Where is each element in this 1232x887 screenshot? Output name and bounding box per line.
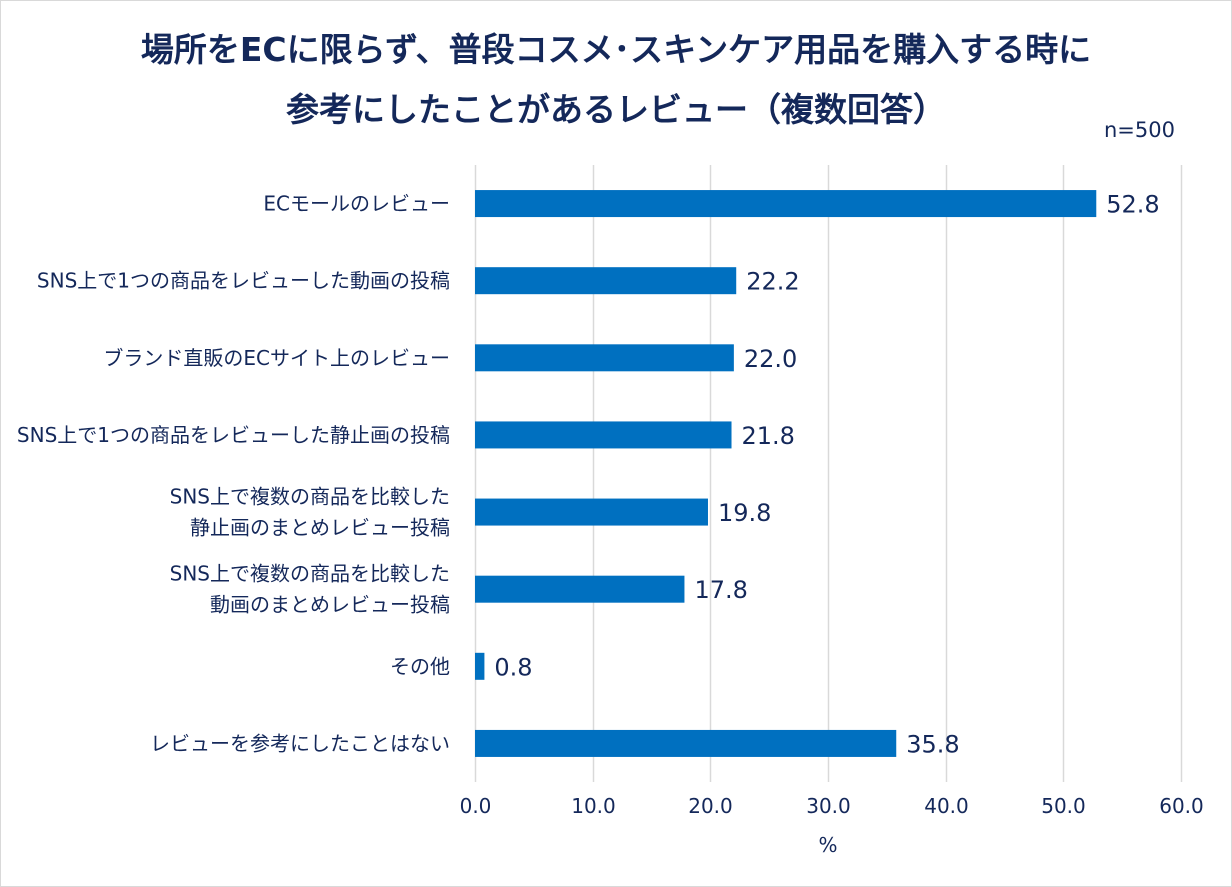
- data-label: 22.2: [746, 268, 799, 296]
- category-label: SNS上で複数の商品を比較した: [170, 485, 450, 509]
- bar-7: [475, 729, 897, 757]
- category-label: 動画のまとめレビュー投稿: [210, 593, 450, 617]
- category-label: SNS上で1つの商品をレビューした動画の投稿: [37, 269, 450, 293]
- x-tick-label: 40.0: [924, 794, 969, 818]
- bar-6: [475, 652, 485, 680]
- data-label: 19.8: [718, 499, 771, 527]
- bar-3: [475, 421, 732, 449]
- data-label: 52.8: [1106, 191, 1159, 219]
- category-label: ECモールのレビュー: [263, 192, 450, 216]
- x-tick-label: 20.0: [688, 794, 733, 818]
- x-tick-label: 30.0: [806, 794, 851, 818]
- x-axis-title: %: [818, 833, 837, 857]
- category-label: SNS上で1つの商品をレビューした静止画の投稿: [17, 423, 450, 447]
- chart-title-line-1: 場所をECに限らず、普段コスメ･スキンケア用品を購入する時に: [140, 30, 1092, 69]
- bar-0: [475, 190, 1097, 218]
- x-tick-label: 50.0: [1041, 794, 1086, 818]
- data-label: 17.8: [694, 576, 747, 604]
- chart-title-line-2: 参考にしたことがあるレビュー（複数回答）: [286, 90, 946, 129]
- bar-5: [475, 575, 685, 603]
- data-label: 0.8: [494, 653, 532, 681]
- sample-size-note: n=500: [1104, 118, 1175, 142]
- data-label: 22.0: [744, 345, 797, 373]
- category-label: レビューを参考にしたことはない: [150, 731, 450, 755]
- x-tick-label: 10.0: [571, 794, 616, 818]
- category-label: その他: [390, 654, 450, 678]
- bar-1: [475, 267, 737, 295]
- category-label: ブランド直販のECサイト上のレビュー: [103, 346, 450, 370]
- category-label: 静止画のまとめレビュー投稿: [190, 516, 450, 540]
- bar-4: [475, 498, 708, 526]
- data-label: 35.8: [906, 730, 959, 758]
- category-label: SNS上で複数の商品を比較した: [170, 562, 450, 586]
- x-tick-label: 0.0: [460, 794, 492, 818]
- bar-2: [475, 344, 734, 372]
- data-label: 21.8: [742, 422, 795, 450]
- x-tick-label: 60.0: [1159, 794, 1204, 818]
